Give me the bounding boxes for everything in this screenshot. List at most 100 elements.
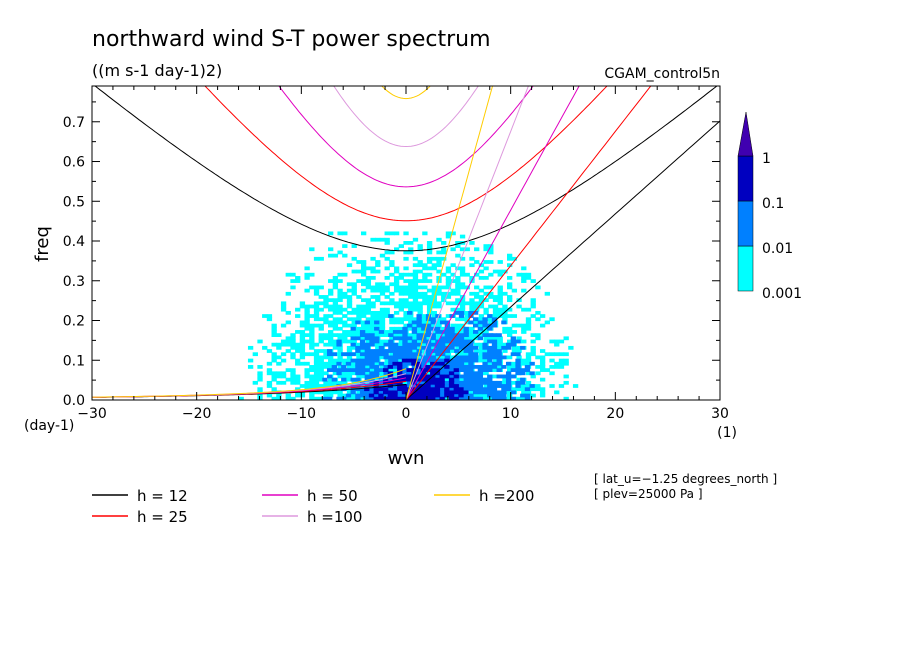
power-cell [554, 365, 560, 369]
power-cell [337, 390, 343, 395]
power-cell [521, 279, 527, 283]
power-cell [351, 288, 357, 293]
power-cell [477, 387, 484, 392]
power-cell [368, 393, 375, 398]
power-cell [309, 368, 315, 372]
power-cell [458, 368, 465, 372]
power-cell [345, 393, 352, 398]
power-cell [290, 352, 296, 357]
power-cell [455, 241, 461, 245]
power-cell [326, 374, 333, 379]
power-cell [510, 374, 516, 379]
power-cell [364, 342, 370, 347]
power-cell [350, 336, 356, 341]
power-cell [364, 361, 370, 366]
power-cell [285, 393, 291, 398]
power-cell [383, 352, 389, 357]
power-cell [299, 393, 306, 398]
power-cell [474, 320, 480, 325]
power-cell [355, 393, 361, 398]
power-cell [328, 365, 334, 369]
power-cell [388, 339, 394, 344]
power-cell [448, 393, 455, 398]
power-cell [379, 285, 386, 290]
power-cell [426, 250, 433, 255]
power-cell [304, 368, 310, 372]
power-cell [468, 361, 474, 366]
power-cell [323, 390, 329, 395]
power-cell [326, 352, 333, 357]
power-cell [378, 349, 385, 353]
power-cell [421, 361, 427, 366]
power-cell [535, 387, 541, 392]
power-cell [345, 368, 352, 372]
power-cell [515, 368, 521, 372]
power-cell [510, 396, 516, 400]
power-cell [370, 314, 376, 318]
power-cell [454, 377, 460, 382]
power-cell [304, 339, 310, 344]
power-cell [360, 304, 367, 309]
power-cell [487, 333, 493, 338]
power-cell [472, 377, 479, 382]
power-cell [535, 333, 541, 338]
power-cell [554, 352, 560, 357]
power-cell [401, 358, 408, 363]
power-cell [422, 266, 428, 271]
power-cell [425, 393, 431, 398]
power-cell [422, 314, 428, 318]
power-cell [389, 368, 395, 372]
power-cell [507, 263, 513, 268]
power-cell [336, 368, 342, 372]
power-cell [454, 310, 460, 315]
power-cell [355, 358, 361, 363]
power-cell [309, 345, 315, 350]
power-cell [492, 269, 499, 274]
x-tick-label: −30 [77, 406, 107, 422]
power-cell [505, 342, 512, 347]
legend-label-h12: h = 12 [137, 487, 188, 505]
power-cell [450, 279, 456, 283]
power-cell [342, 295, 348, 299]
power-cell [365, 326, 372, 331]
power-cell [515, 365, 521, 369]
power-cell [468, 365, 474, 369]
power-cell [449, 326, 455, 331]
power-cell [411, 358, 417, 363]
power-cell [389, 282, 395, 287]
power-cell [369, 336, 375, 341]
power-cell [435, 345, 441, 350]
power-cell [478, 295, 485, 299]
power-cell [389, 317, 395, 322]
power-cell [398, 288, 404, 293]
power-cell [389, 231, 395, 236]
power-cell [491, 320, 498, 325]
power-cell [507, 275, 513, 280]
power-cell [359, 390, 366, 395]
power-cell [482, 323, 488, 328]
kelvin-wave-curve [405, 120, 720, 400]
power-cell [417, 291, 423, 296]
power-cell [276, 345, 282, 350]
power-cell [266, 371, 273, 376]
power-cell [554, 339, 560, 344]
power-cell [364, 345, 370, 350]
power-cell [436, 291, 442, 296]
power-cell [392, 393, 398, 398]
power-cell [341, 377, 347, 382]
power-cell [469, 304, 475, 309]
power-cell [328, 355, 334, 360]
power-cell [441, 295, 447, 299]
colorbar-swatch-0.1 [737, 155, 754, 202]
power-cell [426, 295, 433, 299]
power-cell [469, 275, 475, 280]
power-cell [439, 374, 445, 379]
power-cell [420, 393, 426, 398]
power-cell [502, 349, 508, 353]
power-cell [304, 323, 310, 328]
power-cell [346, 349, 353, 353]
y-tick-label: 0.0 [63, 393, 85, 409]
power-cell [463, 345, 469, 350]
power-cell [406, 368, 412, 372]
power-cell [445, 285, 452, 290]
